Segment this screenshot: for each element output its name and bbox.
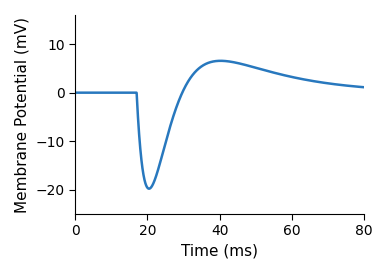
Y-axis label: Membrane Potential (mV): Membrane Potential (mV)	[15, 16, 30, 213]
X-axis label: Time (ms): Time (ms)	[181, 244, 258, 259]
